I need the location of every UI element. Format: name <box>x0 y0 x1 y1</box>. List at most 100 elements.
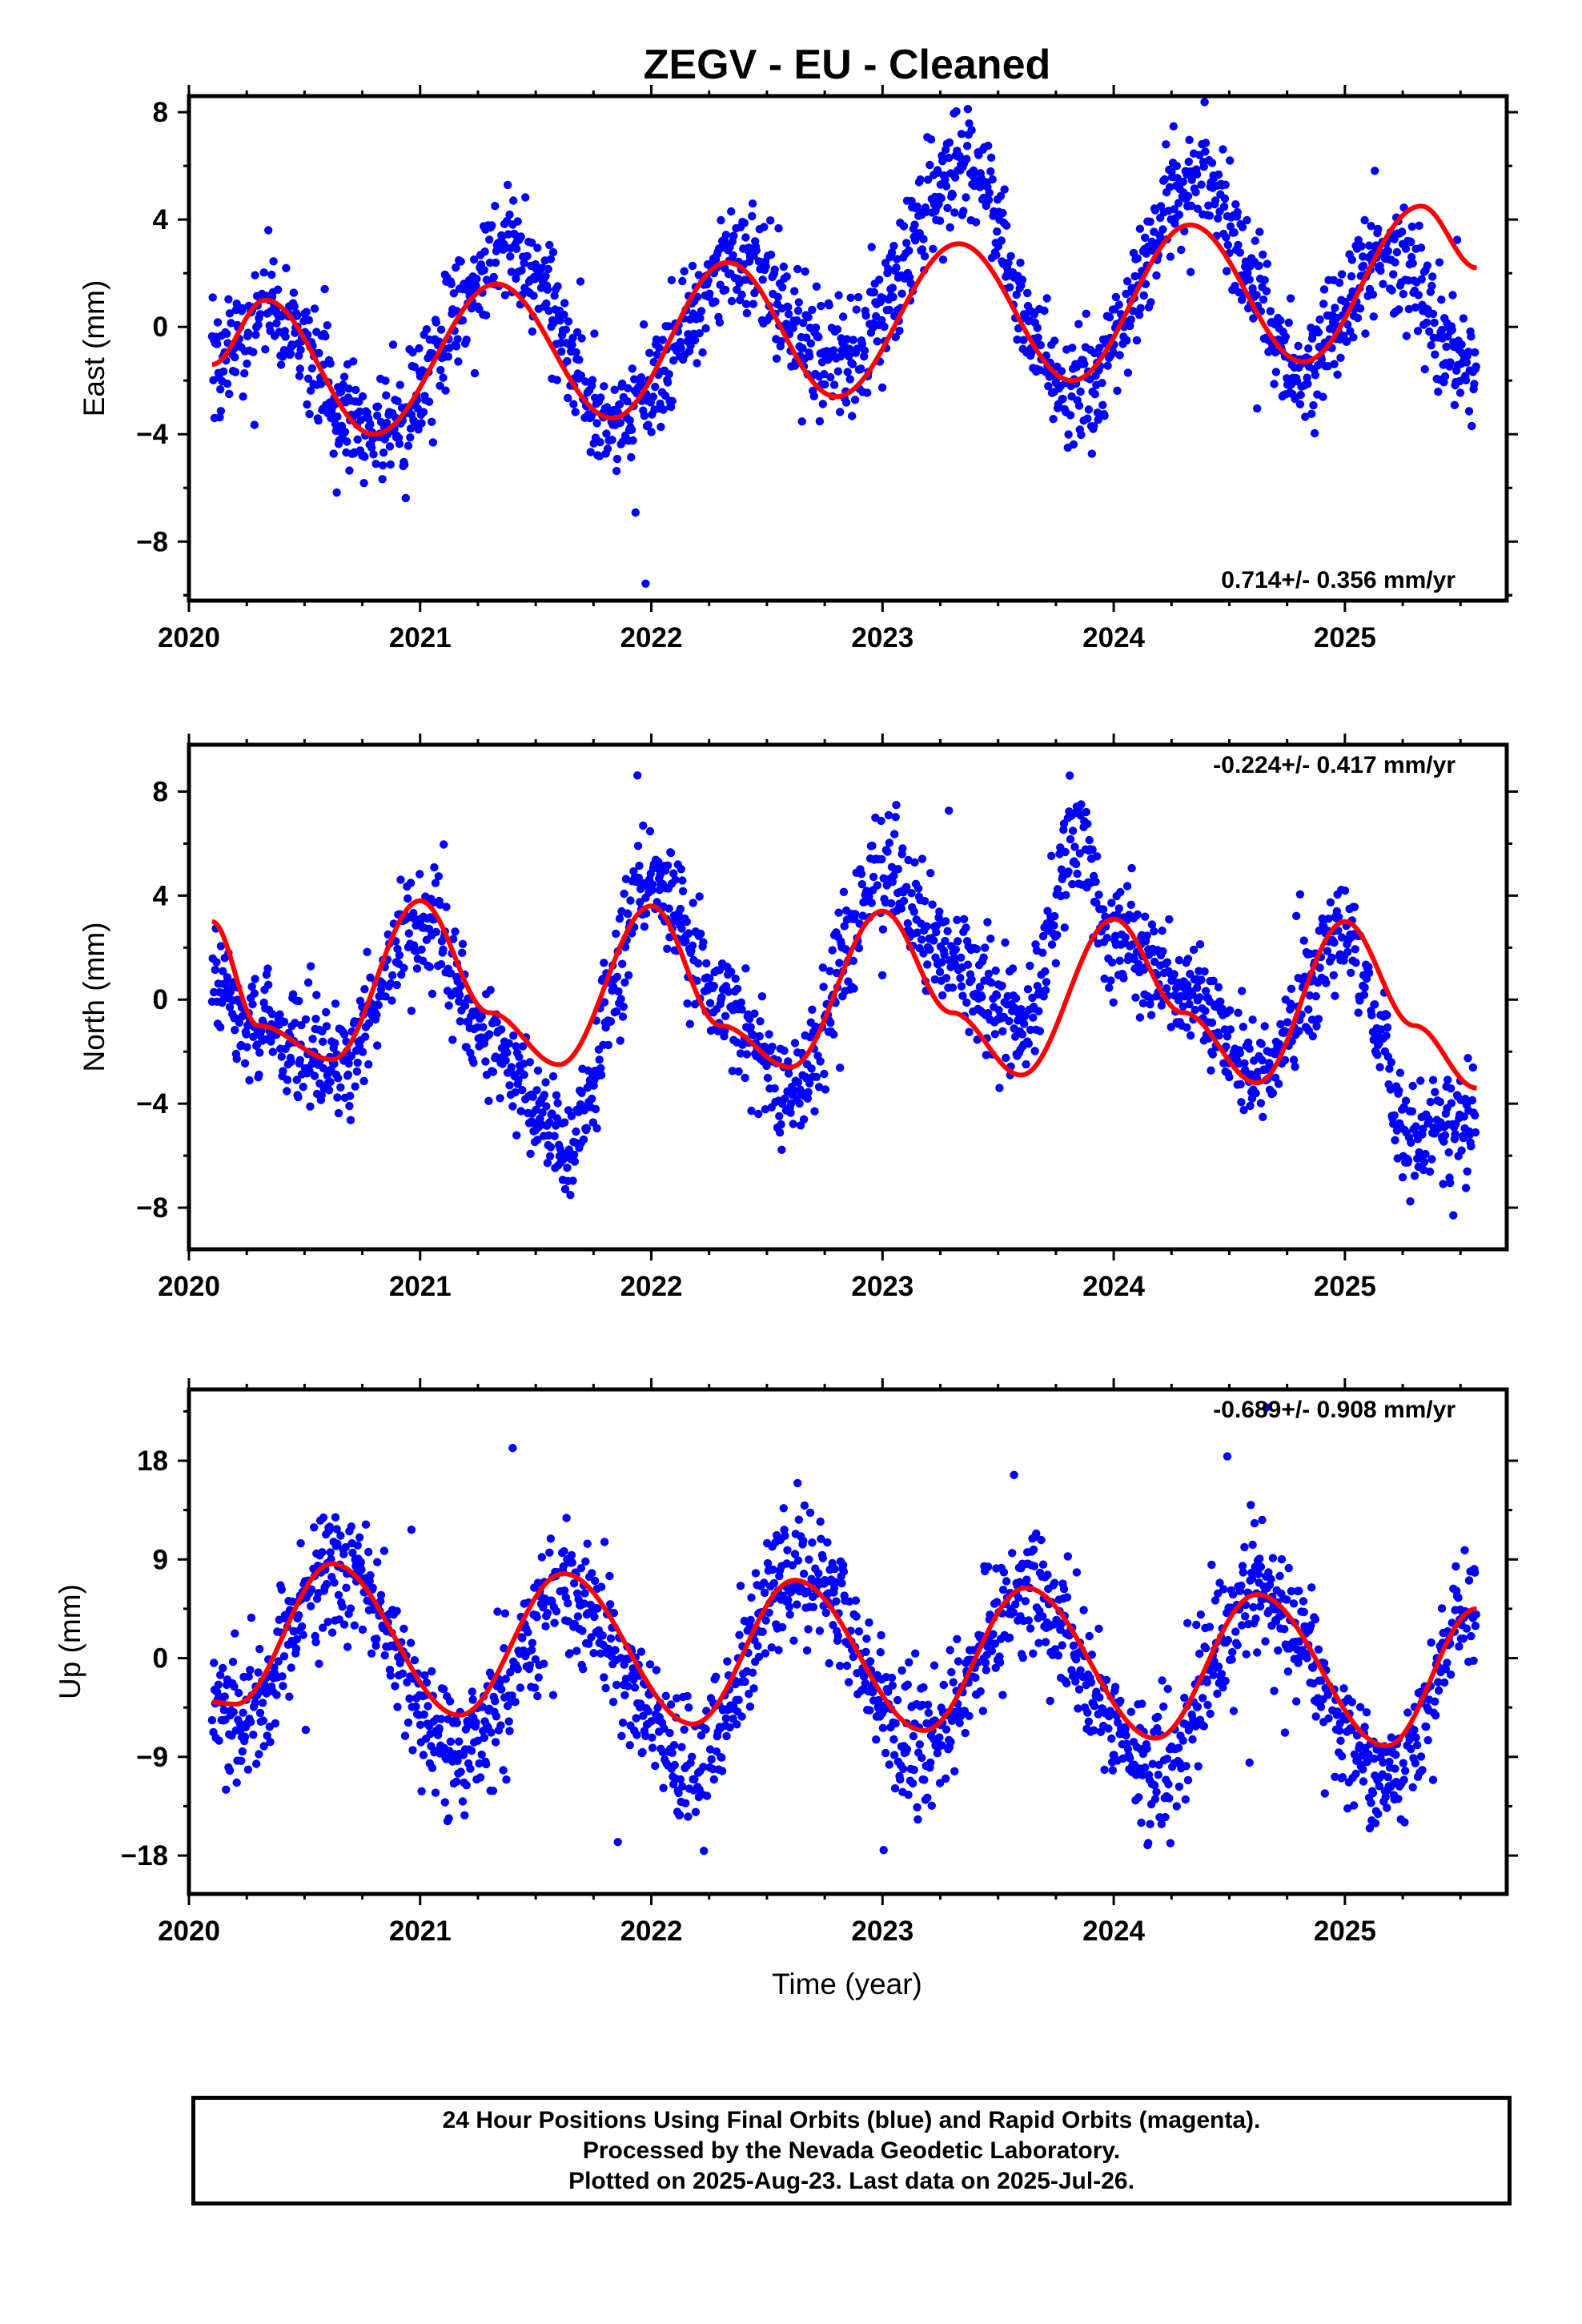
up-data-point <box>961 1728 970 1738</box>
east-data-point <box>694 271 704 279</box>
north-data-point <box>683 999 692 1008</box>
east-data-point <box>406 433 415 442</box>
east-data-point <box>815 416 825 426</box>
east-data-point <box>793 306 803 316</box>
up-data-point <box>913 1815 922 1824</box>
up-data-point <box>1037 1535 1046 1545</box>
north-data-point <box>957 953 966 963</box>
north-data-point <box>1425 1167 1435 1176</box>
east-data-point <box>737 290 746 300</box>
east-data-point <box>453 335 462 344</box>
east-data-point <box>231 368 240 376</box>
east-data-point <box>417 419 426 428</box>
east-data-point <box>917 245 927 254</box>
up-data-point <box>588 1569 596 1578</box>
east-rate-label: 0.714+/- 0.356 mm/yr <box>1221 567 1456 593</box>
north-data-point <box>671 875 680 884</box>
east-data-point <box>419 408 428 416</box>
up-data-point <box>231 1629 239 1638</box>
east-data-point <box>1034 333 1042 342</box>
up-data-point <box>669 1741 679 1750</box>
east-data-point <box>1000 185 1009 194</box>
east-data-point <box>701 324 710 333</box>
east-data-point <box>1183 191 1193 201</box>
north-data-point <box>1082 807 1090 817</box>
east-data-point <box>251 271 259 279</box>
north-data-point <box>991 966 1000 975</box>
east-data-point <box>950 173 960 182</box>
east-data-point <box>1407 252 1416 262</box>
east-data-point <box>488 221 496 230</box>
up-data-point <box>528 1638 537 1647</box>
up-data-point <box>475 1759 484 1768</box>
up-data-point <box>745 1702 755 1711</box>
north-data-point <box>1053 931 1062 939</box>
east-data-point <box>773 292 782 302</box>
north-data-point <box>591 1104 600 1114</box>
east-data-point <box>1226 156 1235 165</box>
north-data-point <box>1207 1018 1217 1027</box>
east-data-point <box>436 365 445 375</box>
east-data-point <box>1337 270 1347 279</box>
east-data-point <box>608 436 616 444</box>
north-data-point <box>552 1121 560 1130</box>
east-data-point <box>1251 236 1260 245</box>
east-data-point <box>1360 215 1369 225</box>
up-data-point <box>618 1719 628 1727</box>
up-data-point <box>569 1579 579 1588</box>
east-data-point <box>596 438 604 447</box>
up-data-point <box>747 1593 756 1602</box>
up-data-point <box>400 1731 410 1740</box>
up-data-point <box>338 1602 347 1611</box>
up-data-point <box>364 1547 373 1557</box>
east-data-point <box>1214 170 1223 179</box>
east-data-point <box>1411 303 1420 312</box>
up-data-point <box>681 1799 690 1807</box>
north-data-point <box>1115 956 1124 965</box>
east-data-point <box>1296 390 1305 400</box>
up-data-point <box>346 1604 355 1613</box>
north-data-point <box>279 1067 287 1076</box>
east-data-point <box>880 322 889 332</box>
up-data-point <box>1104 1724 1113 1733</box>
north-data-point <box>883 847 892 856</box>
north-data-point <box>986 934 995 943</box>
up-data-point <box>873 1703 882 1712</box>
up-data-point <box>709 1775 718 1784</box>
east-data-point <box>520 259 528 267</box>
north-data-point <box>1201 1007 1210 1015</box>
north-data-point <box>538 1108 547 1117</box>
east-data-point <box>1294 341 1303 351</box>
north-data-point <box>267 1010 277 1019</box>
up-data-point <box>678 1782 687 1791</box>
north-data-point <box>1291 1062 1299 1072</box>
x-tick-label: 2022 <box>620 1271 683 1302</box>
up-data-point <box>733 1720 741 1729</box>
east-data-point <box>907 196 916 206</box>
north-data-point <box>821 1085 830 1094</box>
north-data-point <box>790 1039 800 1047</box>
north-data-point <box>1091 877 1100 887</box>
up-data-point <box>666 1700 676 1709</box>
east-data-point <box>215 413 224 422</box>
north-data-point <box>1195 940 1205 949</box>
north-data-point <box>1350 903 1359 911</box>
north-data-point <box>496 1094 504 1103</box>
north-data-point <box>257 1026 266 1035</box>
east-data-point <box>1201 147 1210 156</box>
north-data-point <box>1109 998 1118 1007</box>
east-data-point <box>1122 277 1132 286</box>
east-data-point <box>1006 251 1015 260</box>
east-data-point <box>938 255 948 264</box>
up-data-point <box>511 1698 520 1707</box>
east-data-point <box>863 388 872 397</box>
up-data-point <box>999 1568 1009 1577</box>
north-data-point <box>1326 898 1335 907</box>
north-data-point <box>1419 1165 1428 1175</box>
up-data-point <box>458 1797 468 1806</box>
up-data-point <box>332 1525 341 1534</box>
east-data-point <box>721 285 730 295</box>
north-data-point <box>326 1077 335 1087</box>
up-data-point <box>793 1478 802 1488</box>
